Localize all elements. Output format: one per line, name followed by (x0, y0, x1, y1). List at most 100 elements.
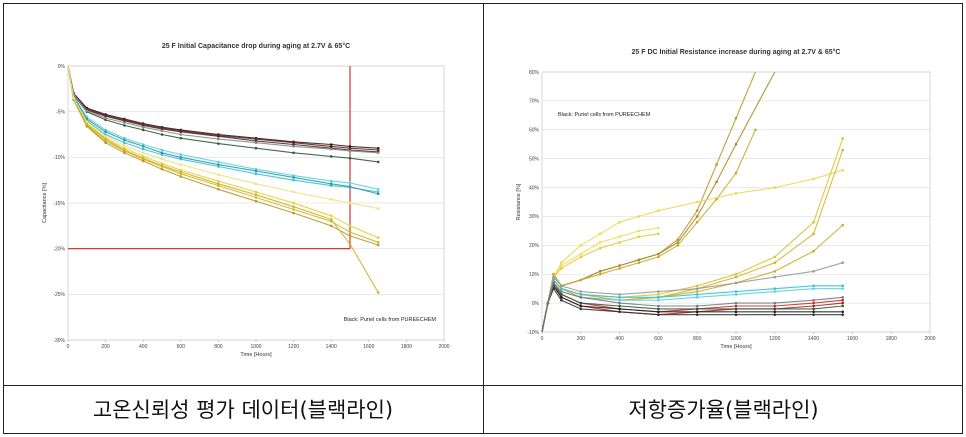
chart-1-point-gold-late-1 (734, 272, 738, 276)
chart-0-point-yellow-outlier (329, 218, 333, 221)
chart-0-point-yellow-outlier (348, 242, 352, 246)
chart-0-point-gray (254, 141, 258, 145)
chart-0-point-maroon (104, 114, 107, 117)
chart-1-y-tick-label: 0% (532, 301, 540, 307)
chart-1-point-olive-steep-3 (637, 261, 641, 264)
chart-1-title: 25 F DC Initial Resistance increase duri… (632, 48, 841, 56)
chart-0-point-teal (141, 145, 145, 148)
chart-1-point-yellow-upper (695, 200, 699, 204)
chart-1-y-tick-label: -10% (527, 330, 539, 336)
chart-1-point-olive-steep-3 (695, 220, 699, 224)
chart-1-point-cyan-1 (579, 293, 583, 296)
chart-0-point-dark-green (254, 146, 258, 150)
chart-0-point-gray (141, 125, 145, 129)
chart-1-point-olive-steep-2 (598, 270, 602, 273)
chart-1-point-yellow-short-1 (637, 229, 641, 233)
chart-0-point-yellow-1 (160, 162, 164, 166)
chart-1-point-cyan-2 (618, 298, 621, 302)
chart-1-point-yellow-short-1 (657, 226, 660, 230)
chart-0-point-teal (376, 192, 380, 196)
chart-1-point-yellow-upper (637, 215, 641, 218)
chart-1-point-gold-late-1 (812, 220, 815, 224)
chart-0-point-yellow-outlier (292, 205, 295, 208)
chart-0-point-light-yellow (376, 207, 380, 210)
chart-0-x-tick-label: 0 (67, 344, 70, 350)
chart-0-y-tick-label: -20% (53, 246, 65, 252)
chart-1-point-yellow-short-2 (637, 235, 641, 238)
chart-0-point-gray (292, 145, 295, 148)
chart-1-point-gold-late-2 (773, 261, 777, 264)
chart-1-point-gold-late-3 (812, 249, 815, 253)
chart-0-series-gray (67, 65, 379, 154)
chart-1-point-gray-mid (841, 296, 844, 299)
chart-0-point-maroon (141, 123, 145, 126)
chart-0-y-tick-label: -15% (53, 201, 65, 207)
chart-1-point-cyan-2 (734, 293, 738, 296)
chart-1-point-black-1 (695, 310, 699, 314)
chart-1-point-gold-late-1 (657, 293, 660, 296)
chart-0-point-yellow-outlier (160, 164, 164, 167)
chart-1-point-gold-late-2 (841, 148, 844, 152)
chart-1-point-olive-steep-2 (695, 215, 699, 218)
chart-1-point-gold-late-3 (841, 223, 844, 227)
chart-1-point-dark-green (657, 307, 660, 311)
chart-1-plot-area (541, 71, 931, 333)
chart-0-x-tick-label: 1800 (401, 344, 412, 350)
chart-0-point-gray (376, 151, 380, 155)
chart-0-series-yellow-2 (67, 65, 379, 243)
chart-0-point-gray (160, 129, 164, 133)
chart-0-point-light-yellow (72, 96, 75, 100)
chart-1-point-cyan-1 (841, 284, 844, 288)
chart-1-point-gray-mid (773, 301, 777, 305)
chart-1-point-gray-light (734, 281, 738, 285)
chart-1-point-red-2 (812, 304, 815, 308)
chart-0-point-olive (217, 188, 220, 191)
chart-1-point-black-1 (812, 310, 815, 314)
chart-0-point-olive (292, 211, 295, 215)
chart-0-point-olive (329, 224, 333, 228)
chart-1-point-yellow-short-2 (618, 241, 621, 244)
chart-1-point-cyan-2 (773, 290, 777, 293)
chart-0-point-light-yellow (141, 151, 145, 155)
chart-1-point-gold-late-2 (734, 275, 738, 279)
chart-1-point-red-1 (773, 304, 777, 308)
chart-1-point-olive-steep-3 (618, 267, 621, 270)
resistance-chart: 25 F DC Initial Resistance increase duri… (516, 48, 936, 350)
chart-1-x-tick-label: 1800 (886, 336, 897, 342)
chart-0-series-black-1 (67, 65, 379, 149)
chart-0-point-cyan-2 (329, 179, 333, 183)
chart-0-point-dark-green (160, 133, 164, 136)
chart-1-x-tick-label: 1600 (847, 336, 858, 342)
chart-1-point-olive-steep-2 (637, 258, 641, 262)
chart-1-point-gray-mid (618, 301, 621, 305)
chart-0-point-cyan-2 (292, 174, 295, 177)
chart-0-point-teal (329, 182, 333, 186)
caption-left: 고온신뢰성 평가 데이터(블랙라인) (92, 398, 394, 422)
chart-1-point-dark-green (560, 293, 563, 296)
chart-0-point-light-yellow (179, 163, 183, 166)
chart-1-point-cyan-1 (773, 287, 777, 290)
chart-1-point-yellow-short-2 (560, 267, 563, 270)
column-divider (483, 3, 484, 434)
chart-0-y-tick-label: -25% (53, 292, 65, 298)
chart-0-point-yellow-1 (179, 168, 183, 172)
chart-1-point-yellow-upper (734, 192, 738, 195)
chart-0-series-teal (67, 65, 379, 195)
chart-1-point-cyan-1 (560, 287, 563, 290)
chart-1-point-black-2 (734, 313, 738, 316)
chart-0-point-teal (217, 163, 220, 166)
chart-0-point-gray (329, 147, 333, 151)
chart-1-point-yellow-short-1 (598, 241, 602, 244)
chart-0-point-yellow-2 (348, 230, 352, 234)
chart-1-point-gray-light (657, 290, 660, 293)
chart-1-y-axis-label: Resistance [%] (516, 183, 522, 220)
chart-0-point-yellow-2 (179, 172, 183, 176)
chart-1-point-dark-green (734, 307, 738, 311)
chart-0-point-maroon (179, 129, 183, 133)
chart-0-title: 25 F Initial Capacitance drop during agi… (162, 42, 350, 50)
chart-1-y-tick-label: 70% (529, 99, 540, 105)
chart-1-series-dark-green (541, 285, 843, 333)
chart-0-point-dark-green (104, 118, 107, 122)
chart-0-series-olive (67, 65, 379, 246)
chart-0-point-teal (104, 130, 107, 134)
